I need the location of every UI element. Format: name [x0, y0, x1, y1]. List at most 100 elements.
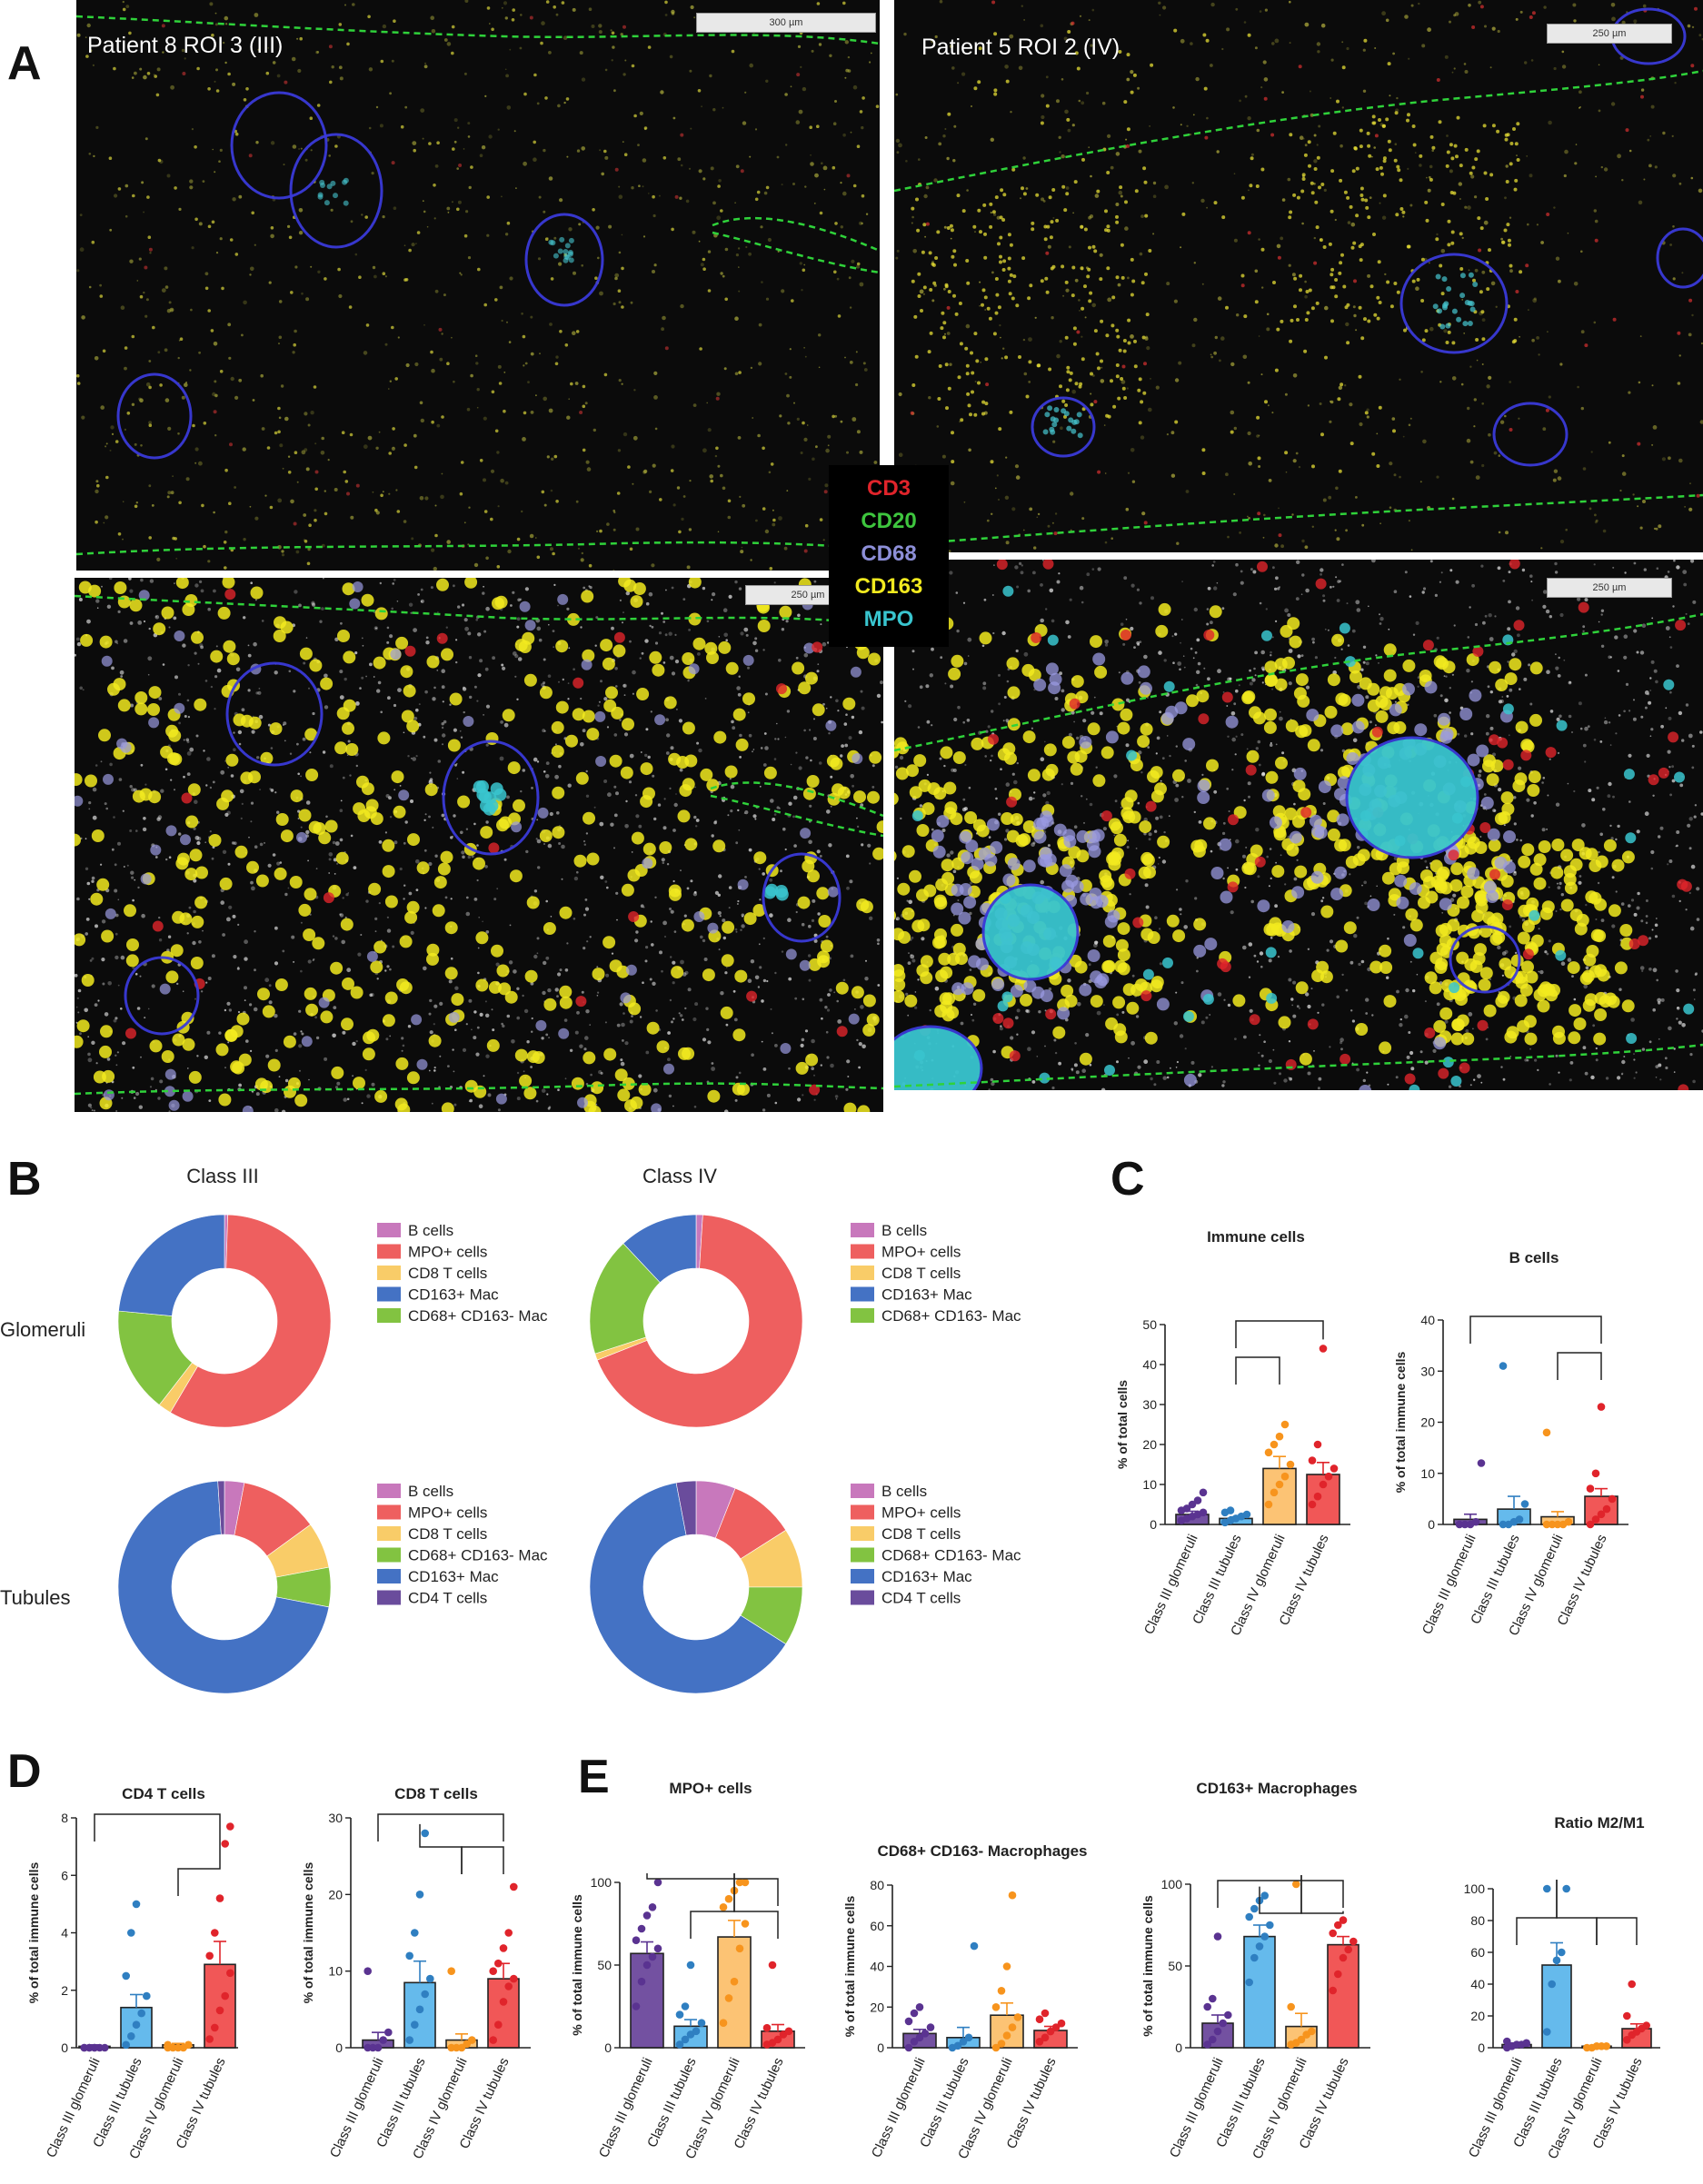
tissue-speck: [1041, 197, 1045, 202]
tissue-speck: [1002, 347, 1005, 350]
cd163-signal: [434, 533, 438, 538]
tissue-speck: [1079, 15, 1082, 17]
cd163-signal: [1514, 142, 1519, 146]
tissue-speck: [1509, 216, 1512, 219]
tissue-speck: [581, 551, 583, 555]
tissue-speck: [1504, 196, 1507, 200]
cd163-signal: [942, 335, 946, 340]
tissue-speck: [387, 696, 391, 700]
tissue-speck: [330, 208, 334, 212]
tissue-speck: [1126, 387, 1129, 390]
cd163-signal: [1106, 224, 1110, 229]
tissue-speck: [793, 402, 795, 404]
tissue-speck: [1440, 249, 1446, 253]
tissue-speck: [470, 373, 473, 378]
tissue-speck: [350, 220, 354, 223]
cd163-signal: [391, 325, 394, 330]
tissue-speck: [490, 469, 495, 473]
cd163-signal: [994, 311, 999, 315]
tissue-speck: [655, 1009, 658, 1012]
tissue-speck: [254, 968, 256, 972]
tissue-speck: [1217, 296, 1222, 301]
cd163-signal: [388, 452, 393, 455]
tissue-speck: [295, 550, 300, 554]
tissue-speck: [1527, 223, 1529, 226]
tissue-speck: [296, 37, 299, 40]
tissue-speck: [1278, 507, 1280, 510]
cd163-signal: [1289, 339, 1293, 343]
cd163-signal: [944, 362, 949, 367]
tissue-speck: [129, 259, 134, 263]
cd163-signal: [927, 350, 931, 354]
cd163-signal: [128, 31, 132, 35]
tissue-speck: [1210, 353, 1212, 356]
tissue-speck: [1309, 90, 1311, 93]
cd163-signal: [1330, 267, 1335, 272]
tissue-speck: [619, 599, 622, 601]
cd163-signal: [459, 491, 463, 496]
tissue-speck: [741, 913, 744, 917]
tissue-speck: [622, 432, 628, 437]
tissue-speck: [504, 16, 508, 20]
tissue-speck: [509, 48, 512, 51]
tissue-speck: [957, 82, 960, 84]
tissue-speck: [1548, 395, 1551, 399]
cd163-signal: [1352, 241, 1357, 245]
tissue-speck: [251, 730, 255, 734]
tissue-speck: [1443, 329, 1448, 333]
tissue-speck: [430, 15, 435, 21]
tissue-speck: [264, 494, 267, 497]
tissue-speck: [869, 61, 871, 64]
cd3-signal: [248, 154, 253, 158]
tissue-speck: [949, 362, 952, 366]
tissue-speck: [543, 843, 545, 845]
tissue-speck: [618, 194, 623, 199]
tissue-speck: [135, 829, 138, 832]
mpo-signal: [1446, 286, 1452, 292]
tissue-speck: [1678, 458, 1683, 463]
cd163-signal: [1081, 407, 1086, 412]
cd163-signal: [1447, 243, 1451, 247]
tissue-speck: [644, 753, 648, 758]
mpo-signal: [1467, 321, 1473, 326]
tissue-speck: [566, 155, 569, 158]
tissue-speck: [1628, 391, 1631, 394]
tissue-speck: [1280, 236, 1284, 241]
mpo-signal: [1053, 407, 1060, 412]
cd163-signal: [456, 207, 460, 212]
tissue-speck: [1475, 475, 1480, 480]
tissue-speck: [1371, 155, 1373, 158]
tissue-speck: [618, 301, 622, 304]
tissue-speck: [82, 689, 85, 691]
cd163-signal: [931, 262, 935, 266]
cd163-signal: [1069, 371, 1073, 375]
tissue-speck: [702, 586, 706, 591]
cd3-signal: [1313, 261, 1318, 265]
tissue-speck: [859, 450, 863, 454]
cd163-signal: [1386, 280, 1390, 284]
tissue-speck: [433, 686, 436, 690]
cd163-signal: [486, 6, 491, 10]
cd163-signal: [1310, 306, 1315, 311]
tissue-speck: [1088, 146, 1091, 149]
tissue-speck: [1341, 106, 1344, 109]
tissue-speck: [1669, 243, 1672, 246]
cd163-signal: [1451, 341, 1456, 345]
tissue-speck: [301, 450, 306, 455]
tissue-speck: [835, 1097, 838, 1100]
tissue-speck: [1436, 475, 1439, 479]
tissue-speck: [990, 211, 992, 214]
tissue-speck: [150, 1077, 154, 1081]
cd163-signal: [1066, 117, 1071, 122]
tissue-speck: [547, 843, 553, 849]
tissue-speck: [215, 68, 218, 72]
tissue-speck: [1235, 7, 1239, 11]
cd163-signal: [95, 520, 98, 524]
tissue-speck: [1090, 174, 1092, 178]
cd163-signal: [702, 267, 706, 272]
tissue-speck: [508, 960, 513, 965]
tissue-speck: [218, 160, 221, 163]
cd163-signal: [1315, 301, 1320, 305]
tissue-speck: [268, 1000, 273, 1005]
cd163-signal: [1330, 169, 1335, 174]
